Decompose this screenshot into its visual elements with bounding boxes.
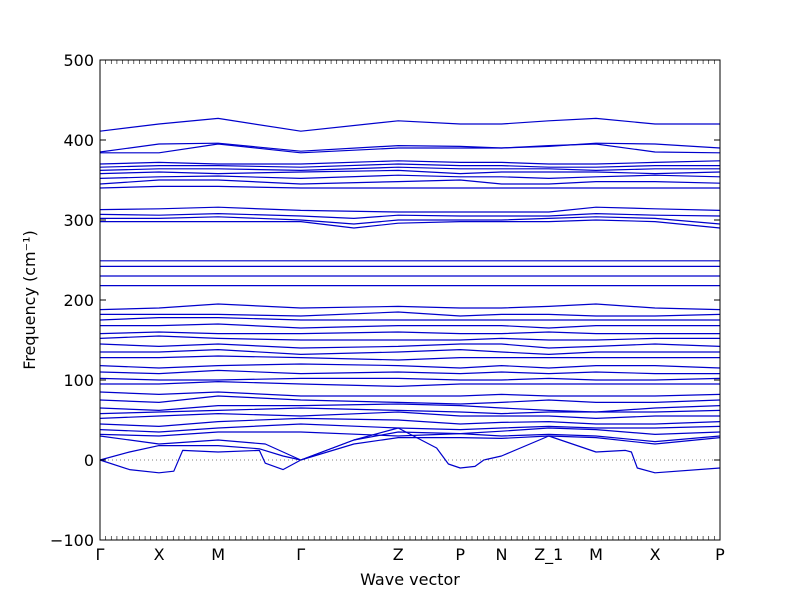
- y-tick-label: 0: [84, 451, 94, 470]
- x-tick-label: X: [650, 545, 661, 564]
- band-line-24: [99, 303, 721, 311]
- band-line-17: [100, 349, 720, 355]
- x-tick-label: Z: [393, 545, 404, 564]
- band-line-10: [99, 395, 721, 405]
- band-line-38: [99, 163, 720, 168]
- y-tick-label: 200: [63, 291, 94, 310]
- band-line-19: [99, 335, 720, 341]
- band-line-13: [99, 377, 721, 381]
- band-line-37: [99, 166, 720, 171]
- band-line-42: [99, 117, 720, 132]
- band-line-6: [99, 417, 721, 427]
- x-axis-label: Wave vector: [360, 570, 460, 589]
- band-line-40: [100, 143, 721, 154]
- band-line-32: [99, 206, 721, 213]
- band-line-21: [100, 323, 720, 329]
- x-tick-label: M: [589, 545, 603, 564]
- band-line-11: [99, 391, 721, 397]
- band-line-20: [99, 331, 720, 335]
- y-tick-label: 100: [63, 371, 94, 390]
- y-tick-label: −100: [50, 531, 94, 550]
- band-line-5: [99, 423, 721, 433]
- band-line-33: [99, 185, 720, 189]
- band-line-23: [100, 311, 721, 317]
- x-tick-label: Γ: [296, 545, 305, 564]
- band-line-22: [99, 317, 720, 321]
- band-line-41: [99, 142, 721, 153]
- y-tick-label: 500: [63, 51, 94, 70]
- bands-layer: [99, 117, 721, 474]
- plot-frame: [99, 59, 721, 541]
- band-line-36: [99, 169, 721, 175]
- band-line-35: [99, 174, 721, 179]
- x-tick-label: N: [496, 545, 508, 564]
- band-line-12: [100, 381, 720, 387]
- band-line-1: [99, 427, 721, 474]
- band-line-14: [99, 369, 720, 375]
- x-tick-label: P: [455, 545, 465, 564]
- x-axis-ticks: Γ X M Γ Z P N Z_1 M X P: [96, 60, 725, 565]
- band-line-30: [100, 216, 721, 225]
- band-line-34: [99, 179, 721, 185]
- band-line-18: [99, 343, 721, 349]
- x-tick-label: P: [715, 545, 725, 564]
- band-line-7: [99, 411, 720, 419]
- band-line-39: [99, 160, 721, 165]
- x-tick-label: M: [211, 545, 225, 564]
- band-line-29: [100, 219, 721, 229]
- y-axis-ticks: −100 0 100 200 300 400 500: [50, 51, 720, 550]
- y-tick-label: 300: [63, 211, 94, 230]
- x-tick-label: Γ: [96, 545, 105, 564]
- x-tick-label: Z_1: [534, 545, 563, 565]
- band-line-4: [99, 427, 721, 437]
- y-tick-label: 400: [63, 131, 94, 150]
- y-axis-label: Frequency (cm⁻¹): [20, 230, 39, 369]
- band-line-3: [99, 435, 721, 461]
- band-line-15: [99, 363, 721, 369]
- x-tick-label: X: [154, 545, 165, 564]
- band-line-2: [99, 431, 721, 461]
- band-line-9: [99, 403, 721, 413]
- band-line-16: [100, 355, 720, 361]
- band-line-8: [99, 407, 721, 415]
- band-line-31: [99, 213, 721, 219]
